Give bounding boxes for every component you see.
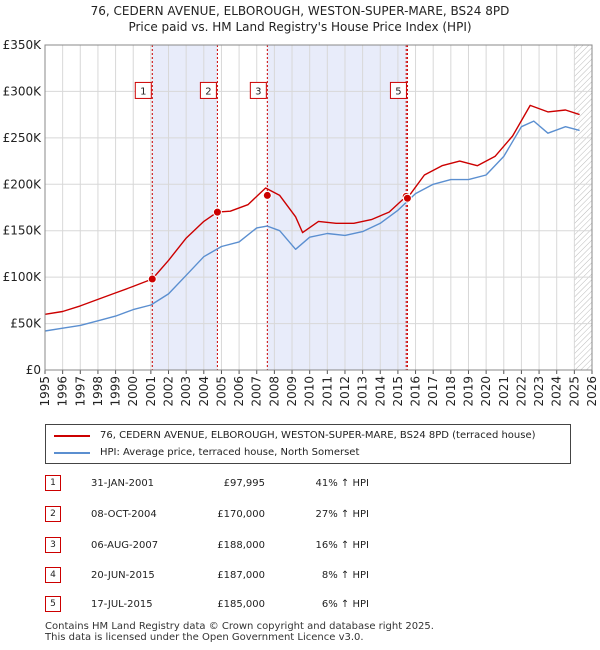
y-tick-label: £50K bbox=[10, 317, 42, 331]
legend-swatch-hpi bbox=[54, 452, 90, 454]
x-tick-label: 2014 bbox=[373, 376, 387, 407]
sale-label-box bbox=[134, 81, 152, 99]
sale-point bbox=[212, 207, 222, 217]
x-tick-label: 2006 bbox=[232, 376, 246, 407]
sale-label-number: 2 bbox=[205, 86, 211, 97]
chart-title: 76, CEDERN AVENUE, ELBOROUGH, WESTON-SUP… bbox=[90, 4, 510, 18]
x-tick-label: 2022 bbox=[514, 376, 528, 407]
x-tick-label: 2007 bbox=[250, 376, 264, 407]
sale-point bbox=[262, 190, 272, 200]
x-tick-label: 2015 bbox=[391, 376, 405, 407]
x-tick-label: 2008 bbox=[267, 376, 281, 407]
footer-license: This data is licensed under the Open Gov… bbox=[45, 632, 364, 643]
sale-hpi: 6% ↑ HPI bbox=[321, 599, 369, 610]
x-tick-label: 2000 bbox=[126, 376, 140, 407]
x-tick-label: 1998 bbox=[91, 376, 105, 407]
sale-label-number: 5 bbox=[395, 86, 401, 97]
x-tick-label: 2025 bbox=[567, 376, 581, 407]
x-tick-label: 2004 bbox=[197, 376, 211, 407]
hpi-line bbox=[44, 120, 580, 332]
sale-label-box bbox=[249, 81, 267, 99]
sale-date: 17-JUL-2015 bbox=[91, 599, 153, 610]
sale-price: £187,000 bbox=[217, 570, 265, 581]
price-chart: 1 2 3 5 £0 £50K £100K £150K £200K £250K £300K £350… bbox=[3, 38, 599, 407]
x-tick-label: 2018 bbox=[444, 376, 458, 407]
x-tick-label: 2009 bbox=[285, 376, 299, 407]
x-tick-label: 2026 bbox=[585, 376, 599, 407]
sale-badge: 5 bbox=[45, 596, 61, 612]
sale-label-box bbox=[199, 81, 217, 99]
property-price-line bbox=[44, 104, 580, 315]
x-tick-label: 2001 bbox=[144, 376, 158, 407]
x-tick-label: 2021 bbox=[497, 376, 511, 407]
sale-hpi: 16% ↑ HPI bbox=[315, 540, 369, 551]
y-tick-label: £250K bbox=[3, 131, 43, 145]
sale-badge: 2 bbox=[45, 506, 61, 522]
x-tick-label: 1995 bbox=[38, 376, 52, 407]
legend-label-property: 76, CEDERN AVENUE, ELBOROUGH, WESTON-SUP… bbox=[100, 430, 536, 441]
chart-subtitle: Price paid vs. HM Land Registry's House … bbox=[128, 20, 472, 34]
sale-price: £97,995 bbox=[223, 478, 265, 489]
sale-price: £188,000 bbox=[217, 540, 265, 551]
sale-label-box bbox=[389, 81, 407, 99]
sale-hpi: 41% ↑ HPI bbox=[315, 478, 369, 489]
x-tick-label: 2011 bbox=[320, 376, 334, 407]
x-tick-label: 2005 bbox=[214, 376, 228, 407]
sale-badge: 1 bbox=[45, 475, 61, 491]
x-tick-label: 2012 bbox=[338, 376, 352, 407]
y-tick-label: £0 bbox=[26, 363, 41, 377]
x-tick-label: 2003 bbox=[179, 376, 193, 407]
hatched-region bbox=[574, 45, 592, 370]
sale-point bbox=[402, 193, 412, 203]
x-tick-label: 2002 bbox=[162, 376, 176, 407]
sale-price: £185,000 bbox=[217, 599, 265, 610]
legend-swatch-property bbox=[54, 435, 90, 437]
sale-date: 06-AUG-2007 bbox=[91, 540, 159, 551]
x-tick-label: 1997 bbox=[73, 376, 87, 407]
x-tick-label: 2016 bbox=[409, 376, 423, 407]
x-tick-label: 1999 bbox=[109, 376, 123, 407]
sale-label-number: 1 bbox=[140, 86, 146, 97]
sale-date: 20-JUN-2015 bbox=[91, 570, 155, 581]
sale-date: 31-JAN-2001 bbox=[91, 478, 155, 489]
x-tick-label: 2017 bbox=[426, 376, 440, 407]
shaded-period bbox=[152, 45, 218, 370]
sale-point bbox=[147, 274, 157, 284]
chart-title-block: 76, CEDERN AVENUE, ELBOROUGH, WESTON-SUP… bbox=[0, 3, 600, 35]
sale-label-number: 3 bbox=[255, 86, 261, 97]
plot-border bbox=[44, 44, 593, 371]
legend-label-hpi: HPI: Average price, terraced house, Nort… bbox=[100, 447, 360, 458]
x-tick-label: 2023 bbox=[532, 376, 546, 407]
y-tick-label: £100K bbox=[3, 270, 43, 284]
sale-badge: 3 bbox=[45, 537, 61, 553]
x-tick-label: 2010 bbox=[303, 376, 317, 407]
x-tick-label: 2024 bbox=[550, 376, 564, 407]
sale-badge: 4 bbox=[45, 567, 61, 583]
y-tick-label: £300K bbox=[3, 84, 43, 98]
sale-price: £170,000 bbox=[217, 509, 265, 520]
y-tick-label: £350K bbox=[3, 38, 43, 52]
x-tick-label: 2013 bbox=[356, 376, 370, 407]
sale-hpi: 8% ↑ HPI bbox=[321, 570, 369, 581]
x-tick-label: 2019 bbox=[461, 376, 475, 407]
x-tick-label: 2020 bbox=[479, 376, 493, 407]
sale-hpi: 27% ↑ HPI bbox=[315, 509, 369, 520]
footer: Contains HM Land Registry data © Crown c… bbox=[45, 621, 434, 643]
x-tick-label: 1996 bbox=[56, 376, 70, 407]
shaded-period bbox=[267, 45, 408, 370]
sale-date: 08-OCT-2004 bbox=[91, 509, 157, 520]
y-tick-label: £200K bbox=[3, 177, 43, 191]
y-tick-label: £150K bbox=[3, 224, 43, 238]
chart-legend: 76, CEDERN AVENUE, ELBOROUGH, WESTON-SUP… bbox=[45, 424, 571, 464]
footer-copyright: Contains HM Land Registry data © Crown c… bbox=[45, 621, 434, 632]
